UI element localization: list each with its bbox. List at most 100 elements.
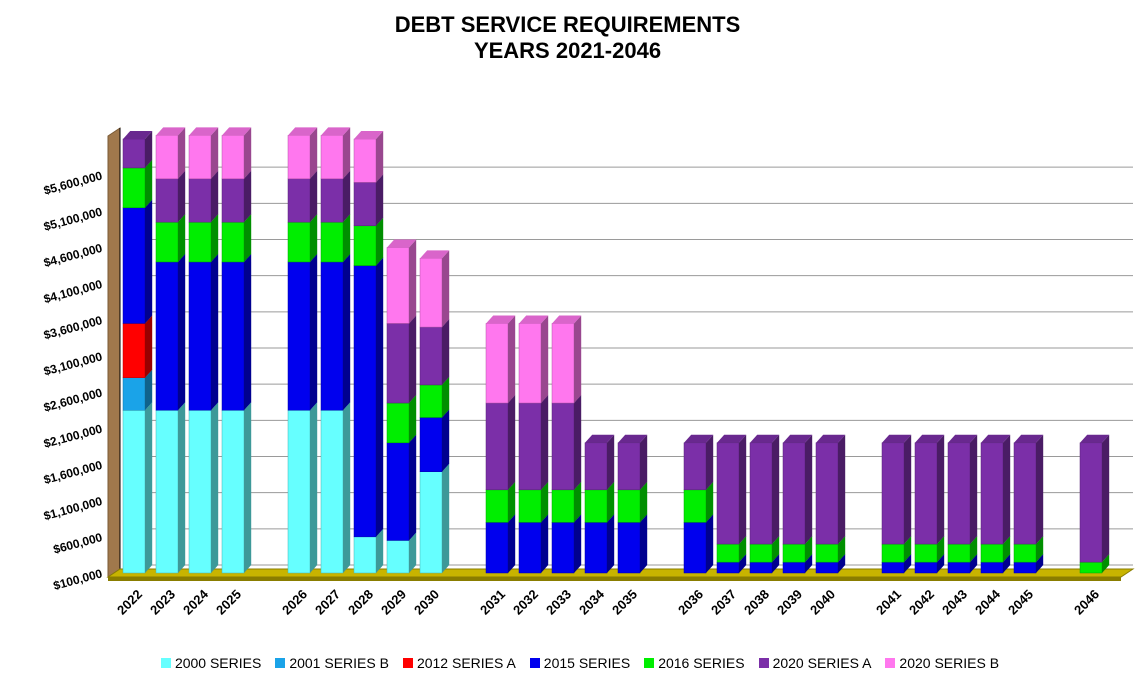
- bar-side: [343, 127, 350, 178]
- bar-segment: [123, 139, 145, 168]
- bar-side: [211, 402, 218, 573]
- y-tick-label: $1,600,000: [42, 458, 104, 487]
- legend-label: 2016 SERIES: [658, 655, 744, 671]
- bar-side: [508, 395, 515, 490]
- bar-side: [442, 250, 449, 327]
- bar-side: [739, 435, 746, 544]
- bar-segment: [618, 490, 640, 523]
- bar-side: [211, 214, 218, 262]
- bar-side: [310, 254, 317, 410]
- y-tick-label: $2,600,000: [42, 385, 104, 414]
- bar-segment: [156, 410, 178, 573]
- bar-side: [178, 127, 185, 178]
- bar-side: [145, 200, 152, 324]
- legend-label: 2020 SERIES B: [899, 655, 999, 671]
- bar-side: [541, 315, 548, 403]
- x-tick-label: 2037: [708, 587, 739, 618]
- bar-segment: [882, 443, 904, 544]
- bar-segment: [321, 135, 343, 178]
- bar-segment: [816, 544, 838, 562]
- x-tick-label: 2024: [180, 586, 212, 618]
- bar-side: [541, 514, 548, 573]
- bar-side: [541, 395, 548, 490]
- bar-side: [607, 435, 614, 490]
- legend: 2000 SERIES 2001 SERIES B 2012 SERIES A 201…: [60, 655, 1100, 671]
- bar-segment: [783, 562, 805, 573]
- bar-segment: [948, 544, 970, 562]
- bar-side: [343, 171, 350, 222]
- bar-side: [211, 127, 218, 178]
- x-tick-label: 2032: [510, 587, 541, 618]
- bar-side: [508, 514, 515, 573]
- bar-segment: [387, 540, 409, 573]
- bar-segment: [387, 323, 409, 403]
- bar-side: [211, 254, 218, 410]
- bar-segment: [321, 222, 343, 262]
- legend-label: 2015 SERIES: [544, 655, 630, 671]
- bar-segment: [387, 403, 409, 443]
- bar-segment: [189, 179, 211, 222]
- y-tick-label: $2,100,000: [42, 422, 104, 451]
- bar-segment: [288, 262, 310, 410]
- bar-segment: [717, 544, 739, 562]
- bar-segment: [618, 522, 640, 573]
- bar-segment: [486, 323, 508, 403]
- legend-swatch: [759, 658, 769, 668]
- bar-side: [442, 409, 449, 471]
- bar-side: [937, 435, 944, 544]
- bar-side: [607, 514, 614, 573]
- bar-segment: [783, 544, 805, 562]
- bar-segment: [123, 323, 145, 377]
- bar-side: [805, 435, 812, 544]
- bar-segment: [123, 378, 145, 411]
- x-tick-label: 2042: [906, 587, 937, 618]
- bar-segment: [552, 522, 574, 573]
- bar-side: [343, 254, 350, 410]
- x-tick-label: 2038: [741, 587, 772, 618]
- bar-segment: [420, 258, 442, 327]
- bar-segment: [189, 222, 211, 262]
- bar-segment: [585, 490, 607, 523]
- bar-segment: [1080, 562, 1102, 573]
- bar-segment: [684, 490, 706, 523]
- bar-segment: [222, 135, 244, 178]
- x-tick-label: 2045: [1005, 587, 1036, 618]
- x-tick-label: 2030: [411, 587, 442, 618]
- legend-swatch: [885, 658, 895, 668]
- bar-side: [376, 131, 383, 182]
- bar-segment: [354, 139, 376, 182]
- x-tick-label: 2031: [477, 587, 508, 618]
- bar-side: [772, 435, 779, 544]
- x-tick-label: 2029: [378, 587, 409, 618]
- x-tick-label: 2043: [939, 587, 970, 618]
- bar-segment: [123, 208, 145, 324]
- x-tick-label: 2041: [873, 587, 904, 618]
- bar-side: [1003, 435, 1010, 544]
- bar-side: [211, 171, 218, 222]
- bar-segment: [354, 537, 376, 573]
- bar-side: [244, 214, 251, 262]
- bar-segment: [717, 443, 739, 544]
- x-tick-label: 2034: [576, 586, 608, 618]
- bar-segment: [981, 544, 1003, 562]
- bar-segment: [618, 443, 640, 490]
- bar-segment: [321, 410, 343, 573]
- bar-side: [409, 315, 416, 403]
- bar-side: [409, 240, 416, 324]
- legend-swatch: [644, 658, 654, 668]
- bar-segment: [222, 222, 244, 262]
- bar-side: [706, 435, 713, 490]
- bar-segment: [354, 266, 376, 537]
- x-tick-label: 2036: [675, 587, 706, 618]
- bar-segment: [156, 135, 178, 178]
- bar-segment: [189, 135, 211, 178]
- bar-segment: [222, 410, 244, 573]
- bar-segment: [1080, 443, 1102, 562]
- bar-segment: [420, 417, 442, 471]
- legend-item: 2000 SERIES: [161, 655, 261, 671]
- bar-segment: [123, 168, 145, 208]
- y-tick-label: $3,600,000: [42, 313, 104, 342]
- bar-segment: [486, 490, 508, 523]
- bar-side: [574, 514, 581, 573]
- x-tick-label: 2022: [114, 587, 145, 618]
